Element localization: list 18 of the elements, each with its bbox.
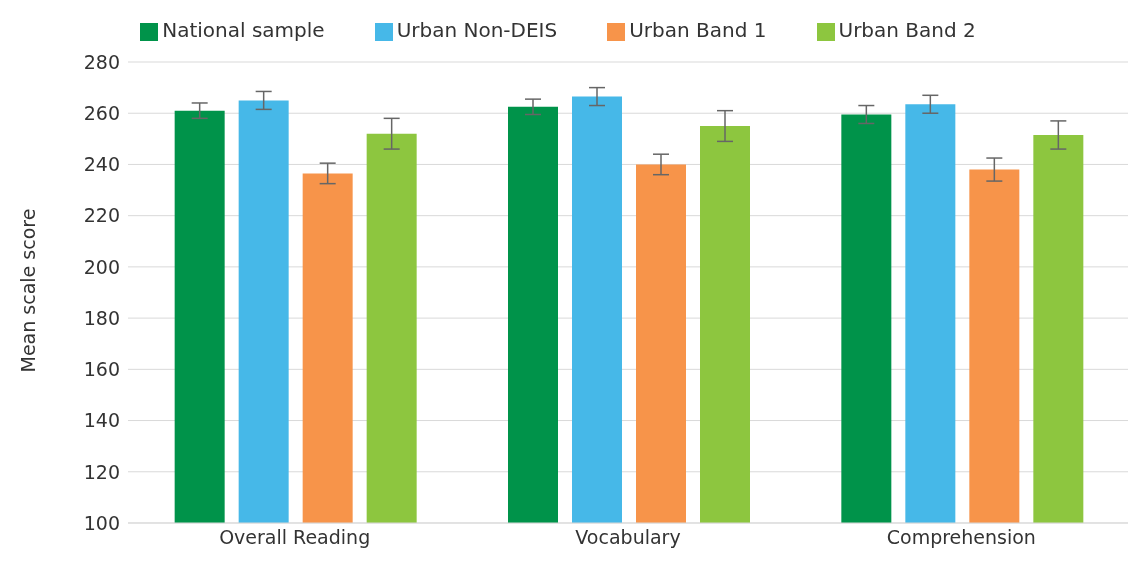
y-tick-label: 220 bbox=[83, 204, 120, 227]
y-tick-label: 260 bbox=[83, 101, 120, 124]
legend-label: National sample bbox=[162, 18, 325, 42]
y-tick-label: 160 bbox=[83, 358, 120, 381]
y-tick-label: 120 bbox=[83, 460, 120, 483]
y-tick-label: 240 bbox=[83, 153, 120, 176]
legend-label: Urban Non-DEIS bbox=[396, 18, 558, 42]
y-tick-label: 280 bbox=[83, 50, 120, 73]
x-tick-label: Vocabulary bbox=[575, 526, 681, 549]
y-tick-label: 180 bbox=[83, 306, 120, 329]
y-axis-title: Mean scale score bbox=[16, 208, 39, 373]
legend-label: Urban Band 2 bbox=[838, 18, 976, 42]
x-tick-label: Overall Reading bbox=[219, 526, 371, 549]
y-tick-label: 140 bbox=[83, 409, 120, 432]
y-tick-label: 200 bbox=[83, 255, 120, 278]
x-tick-label: Comprehension bbox=[886, 526, 1036, 549]
y-tick-label: 100 bbox=[83, 511, 120, 534]
legend-label: Urban Band 1 bbox=[629, 18, 767, 42]
